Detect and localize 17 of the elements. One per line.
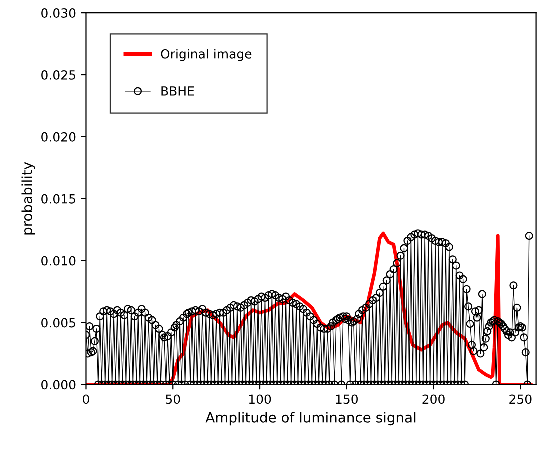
- x-axis-title: Amplitude of luminance signal: [206, 412, 416, 426]
- legend-label: BBHE: [162, 86, 194, 96]
- y-tick-label: 0.005: [42, 318, 76, 328]
- x-tick-label: 0: [83, 394, 90, 404]
- x-tick-label: 200: [422, 394, 445, 404]
- x-tick-label: 50: [166, 394, 180, 404]
- y-tick-label: 0.025: [42, 70, 76, 80]
- x-tick-label: 150: [336, 394, 358, 404]
- y-tick-label: 0.015: [42, 194, 76, 204]
- x-tick-label: 250: [510, 394, 532, 404]
- y-axis-title: probability: [22, 162, 36, 235]
- x-tick-label: 100: [249, 394, 272, 404]
- y-tick-label: 0.010: [42, 256, 76, 266]
- y-tick-label: 0.030: [42, 8, 76, 18]
- y-tick-label: 0.000: [42, 380, 76, 390]
- y-tick-label: 0.020: [42, 132, 76, 142]
- legend-label: Original image: [161, 49, 252, 62]
